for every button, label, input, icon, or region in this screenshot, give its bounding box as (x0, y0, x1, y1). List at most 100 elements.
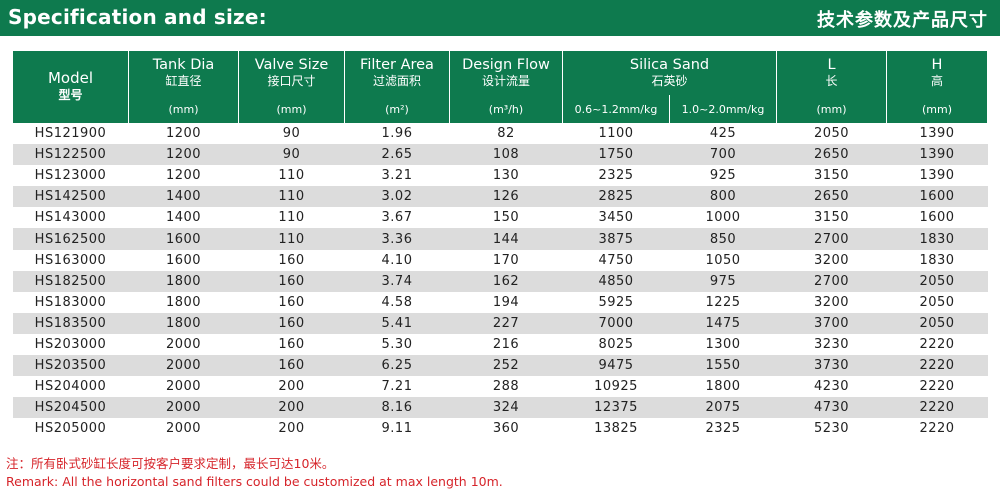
valve-size-cell: 200 (278, 421, 305, 437)
model-cell: HS123000 (34, 168, 107, 184)
col-silica-sand-header: Silica Sand 石英砂 (562, 51, 777, 95)
height-cell: 2050 (886, 312, 988, 334)
model-cell: HS203000 (34, 336, 107, 352)
length-cell: 3730 (776, 355, 887, 377)
tank-dia-cell: 1600 (165, 252, 202, 268)
col-filter-area-en: Filter Area (360, 56, 434, 73)
height-cell: 2220 (886, 355, 988, 377)
silica-coarse-cell: 1475 (669, 312, 777, 334)
unit-design-flow: (m³/h) (449, 95, 563, 123)
length-cell: 3200 (813, 252, 850, 268)
height-cell: 2220 (919, 379, 955, 395)
page-title-cn: 技术参数及产品尺寸 (817, 10, 988, 31)
valve-size-cell: 160 (278, 294, 305, 310)
unit-tank-dia: (mm) (128, 95, 239, 123)
model-cell: HS204500 (12, 397, 129, 419)
silica-fine-cell: 4750 (598, 252, 634, 268)
length-cell: 2650 (776, 186, 887, 208)
silica-coarse-cell: 850 (669, 228, 777, 250)
silica-coarse-cell: 700 (669, 144, 777, 166)
col-valve-size-cn: 接口尺寸 (267, 73, 316, 88)
remark-en: Remark: All the horizontal sand filters … (6, 474, 503, 489)
table-body: HS121900 1200 90 1.96 82 1100 425 2050 1390 HS122… (12, 123, 988, 439)
col-tank-dia-en: Tank Dia (152, 56, 215, 73)
design-flow-cell: 82 (497, 126, 515, 142)
height-cell: 1600 (886, 186, 988, 208)
col-height-en: H (931, 56, 943, 73)
table-row: HS183500 1800 160 5.41 227 7000 1475 3700 2050 (12, 312, 988, 334)
tank-dia-cell: 2000 (165, 336, 202, 352)
tank-dia-cell: 1600 (128, 228, 239, 250)
silica-coarse-cell: 2325 (705, 421, 741, 437)
length-cell: 5230 (813, 421, 850, 437)
height-cell: 2220 (886, 397, 988, 419)
height-cell: 2050 (886, 270, 988, 292)
silica-fine-cell: 2325 (598, 168, 634, 184)
table-row: HS122500 1200 90 2.65 108 1750 700 2650 1390 (12, 144, 988, 166)
model-cell: HS203500 (12, 355, 129, 377)
silica-coarse-cell: 925 (709, 168, 737, 184)
silica-coarse-cell: 1225 (705, 294, 741, 310)
design-flow-cell: 126 (449, 186, 563, 208)
silica-fine-cell: 12375 (562, 397, 670, 419)
unit-silica-fine: 0.6~1.2mm/kg (562, 95, 670, 123)
table-row: HS162500 1600 110 3.36 144 3875 850 2700 1830 (12, 228, 988, 250)
silica-fine-cell: 1750 (562, 144, 670, 166)
design-flow-cell: 194 (492, 294, 520, 310)
silica-fine-cell: 2825 (562, 186, 670, 208)
table-row: HS121900 1200 90 1.96 82 1100 425 2050 1390 (13, 123, 988, 144)
valve-size-cell: 90 (282, 126, 301, 142)
valve-size-cell: 160 (238, 270, 345, 292)
length-cell: 3150 (813, 210, 850, 226)
col-silica-sand-cn: 石英砂 (651, 73, 688, 88)
table-row: HS203500 2000 160 6.25 252 9475 1550 3730 2220 (12, 355, 988, 377)
table-row: HS204000 2000 200 7.21 288 10925 1800 4230 2220 (13, 376, 988, 397)
design-flow-cell: 324 (449, 397, 563, 419)
page-title: Specification and size: (8, 5, 267, 29)
height-cell: 2220 (919, 421, 955, 437)
col-length-en: L (827, 56, 836, 73)
length-cell: 3200 (813, 294, 850, 310)
unit-filter-area: (m²) (344, 95, 450, 123)
col-silica-sand-en: Silica Sand (629, 56, 710, 73)
silica-fine-cell: 10925 (594, 379, 638, 395)
height-cell: 1390 (919, 126, 955, 142)
table-row: HS142500 1400 110 3.02 126 2825 800 2650 1600 (12, 186, 988, 208)
tank-dia-cell: 2000 (165, 379, 202, 395)
design-flow-cell: 170 (492, 252, 520, 268)
silica-coarse-cell: 1300 (705, 336, 741, 352)
length-cell: 3150 (813, 168, 850, 184)
design-flow-cell: 108 (449, 144, 563, 166)
valve-size-cell: 160 (278, 336, 305, 352)
model-cell: HS143000 (34, 210, 107, 226)
col-tank-dia-cn: 缸直径 (165, 73, 202, 88)
tank-dia-cell: 1800 (165, 294, 202, 310)
filter-area-cell: 8.16 (344, 397, 450, 419)
unit-height: (mm) (886, 95, 988, 123)
filter-area-cell: 4.10 (381, 252, 413, 268)
model-cell: HS142500 (12, 186, 129, 208)
col-filter-area-cn: 过滤面积 (372, 73, 421, 88)
filter-area-cell: 5.41 (344, 312, 450, 334)
table-header: Model 型号 Tank Dia 缸直径 Valve Size 接口尺寸 Fi… (12, 51, 988, 123)
col-filter-area-header: Filter Area 过滤面积 (344, 51, 450, 95)
col-height-header: H 高 (886, 51, 988, 95)
tank-dia-cell: 1800 (128, 312, 239, 334)
filter-area-cell: 4.58 (381, 294, 413, 310)
filter-area-cell: 6.25 (344, 355, 450, 377)
valve-size-cell: 110 (278, 168, 305, 184)
col-model-en: Model (47, 69, 94, 87)
silica-coarse-cell: 1000 (705, 210, 741, 226)
height-cell: 1390 (886, 144, 988, 166)
silica-fine-cell: 3450 (598, 210, 634, 226)
table-row: HS163000 1600 160 4.10 170 4750 1050 3200 1830 (13, 250, 988, 271)
filter-area-cell: 7.21 (381, 379, 413, 395)
tank-dia-cell: 2000 (128, 355, 239, 377)
height-cell: 1390 (919, 168, 955, 184)
silica-coarse-cell: 1550 (669, 355, 777, 377)
model-cell: HS183000 (34, 294, 107, 310)
col-model-header: Model 型号 (12, 51, 129, 123)
height-cell: 2220 (919, 336, 955, 352)
table-row: HS204500 2000 200 8.16 324 12375 2075 4730 2220 (12, 397, 988, 419)
model-cell: HS183500 (12, 312, 129, 334)
